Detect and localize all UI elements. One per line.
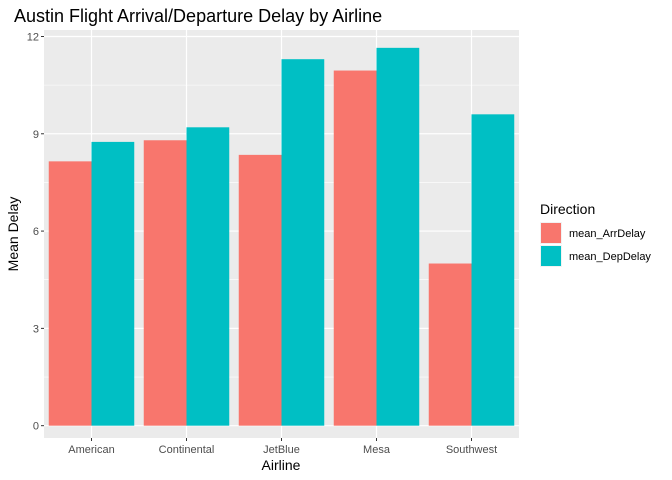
x-axis-title: Airline	[262, 457, 301, 473]
legend: Direction mean_ArrDelay mean_DepDelay	[540, 201, 651, 267]
bar-mean_DepDelay-Mesa	[376, 47, 420, 426]
bar-mean_ArrDelay-Mesa	[333, 70, 377, 426]
y-tick-label: 3	[33, 323, 39, 335]
bar-mean_ArrDelay-Continental	[143, 140, 187, 426]
x-tick-label: Continental	[159, 444, 215, 456]
x-axis-ticks: American Continental JetBlue Mesa Southwest	[68, 438, 497, 456]
x-tick-label: JetBlue	[263, 444, 300, 456]
bar-mean_ArrDelay-JetBlue	[238, 154, 282, 426]
legend-swatch	[541, 246, 561, 266]
y-tick-label: 0	[33, 421, 39, 433]
y-tick-label: 9	[33, 129, 39, 141]
legend-label: mean_ArrDelay	[569, 228, 646, 240]
y-axis-title: Mean Delay	[5, 197, 21, 272]
legend-title: Direction	[540, 201, 595, 217]
y-axis-ticks: 0 3 6 9 12	[27, 31, 44, 433]
y-tick-label: 12	[27, 31, 39, 43]
legend-label: mean_DepDelay	[569, 251, 651, 263]
y-tick-label: 6	[33, 226, 39, 238]
x-tick-label: American	[68, 444, 114, 456]
bar-mean_DepDelay-Continental	[186, 127, 230, 426]
bar-mean_DepDelay-Southwest	[471, 114, 515, 426]
chart-title: Austin Flight Arrival/Departure Delay by…	[14, 6, 382, 26]
bar-mean_DepDelay-American	[91, 141, 135, 426]
bar-mean_ArrDelay-American	[48, 161, 92, 426]
x-tick-label: Southwest	[446, 444, 497, 456]
bars	[48, 47, 515, 426]
bar-mean_DepDelay-JetBlue	[281, 59, 325, 426]
bar-mean_ArrDelay-Southwest	[428, 263, 472, 426]
legend-swatch	[541, 223, 561, 243]
x-tick-label: Mesa	[363, 444, 391, 456]
